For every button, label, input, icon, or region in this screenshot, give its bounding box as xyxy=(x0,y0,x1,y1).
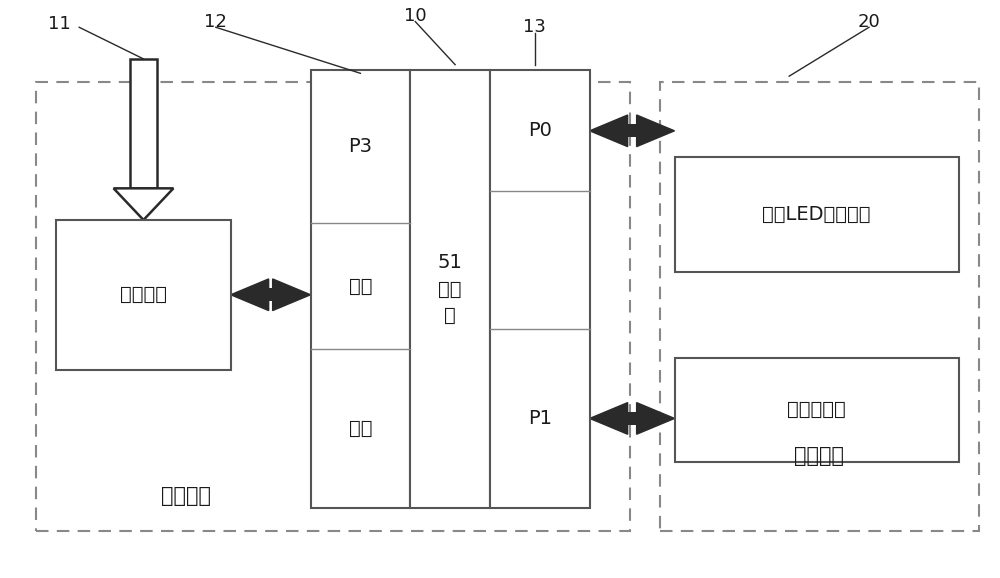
Polygon shape xyxy=(273,279,311,310)
Polygon shape xyxy=(637,403,675,434)
Bar xyxy=(56,220,231,369)
Polygon shape xyxy=(637,115,675,147)
Text: 13: 13 xyxy=(523,18,546,36)
Text: 20: 20 xyxy=(858,13,880,31)
Text: P1: P1 xyxy=(528,409,552,428)
Bar xyxy=(628,124,637,137)
Bar xyxy=(675,157,959,272)
Text: P0: P0 xyxy=(528,121,552,140)
Text: 多个LED环形灯条: 多个LED环形灯条 xyxy=(762,205,871,224)
Text: 12: 12 xyxy=(204,13,227,31)
Bar xyxy=(130,59,157,188)
Bar xyxy=(628,412,637,425)
Text: 时钟: 时钟 xyxy=(349,419,372,438)
Polygon shape xyxy=(114,188,173,220)
Text: 11: 11 xyxy=(48,16,71,34)
Text: 控制模块: 控制模块 xyxy=(161,486,211,506)
Bar xyxy=(269,288,273,301)
Polygon shape xyxy=(590,115,628,147)
Polygon shape xyxy=(231,279,269,310)
Text: P3: P3 xyxy=(348,137,372,156)
Bar xyxy=(660,82,979,531)
Text: 51
单片
机: 51 单片 机 xyxy=(438,253,463,325)
Text: 主控制器: 主控制器 xyxy=(120,286,167,304)
Text: 发光模块: 发光模块 xyxy=(794,446,844,466)
Polygon shape xyxy=(590,403,628,434)
Text: 复位: 复位 xyxy=(349,277,372,295)
Bar xyxy=(675,358,959,462)
Bar xyxy=(36,82,630,531)
Bar xyxy=(490,71,590,507)
Bar xyxy=(311,71,410,507)
Text: 10: 10 xyxy=(404,7,427,25)
Text: 若干激光器: 若干激光器 xyxy=(787,401,846,419)
Bar xyxy=(410,71,490,507)
